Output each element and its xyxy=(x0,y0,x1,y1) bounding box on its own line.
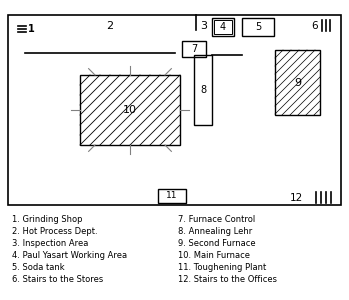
Bar xyxy=(242,18,274,36)
Bar xyxy=(158,189,186,203)
Text: 7. Furnace Control: 7. Furnace Control xyxy=(178,215,255,224)
Bar xyxy=(214,20,232,34)
Text: 3. Inspection Area: 3. Inspection Area xyxy=(12,239,88,248)
Text: 6: 6 xyxy=(311,21,318,31)
Text: 4. Paul Yasart Working Area: 4. Paul Yasart Working Area xyxy=(12,251,127,260)
Text: 1. Grinding Shop: 1. Grinding Shop xyxy=(12,215,82,224)
Text: 11: 11 xyxy=(166,191,178,200)
Text: 8. Annealing Lehr: 8. Annealing Lehr xyxy=(178,227,252,236)
Text: 2. Hot Process Dept.: 2. Hot Process Dept. xyxy=(12,227,98,236)
Text: 10. Main Furnace: 10. Main Furnace xyxy=(178,251,250,260)
Text: 4: 4 xyxy=(220,22,226,32)
Text: 2: 2 xyxy=(106,21,113,31)
Text: 11. Toughening Plant: 11. Toughening Plant xyxy=(178,263,266,272)
Text: 12: 12 xyxy=(290,193,303,203)
Text: 5: 5 xyxy=(255,22,261,32)
Text: 7: 7 xyxy=(191,44,197,54)
Text: 5. Soda tank: 5. Soda tank xyxy=(12,263,65,272)
Bar xyxy=(80,75,180,145)
Text: 12. Stairs to the Offices: 12. Stairs to the Offices xyxy=(178,275,277,284)
Bar xyxy=(8,15,341,205)
Text: 1: 1 xyxy=(28,24,35,34)
Bar xyxy=(212,18,234,36)
Text: 3: 3 xyxy=(200,21,208,31)
Text: 9: 9 xyxy=(294,77,301,88)
Bar xyxy=(182,41,206,57)
Bar xyxy=(194,55,212,125)
Bar xyxy=(275,50,320,115)
Text: 6. Stairs to the Stores: 6. Stairs to the Stores xyxy=(12,275,103,284)
Text: 9. Second Furnace: 9. Second Furnace xyxy=(178,239,255,248)
Text: 10: 10 xyxy=(123,105,137,115)
Text: 8: 8 xyxy=(200,85,206,95)
